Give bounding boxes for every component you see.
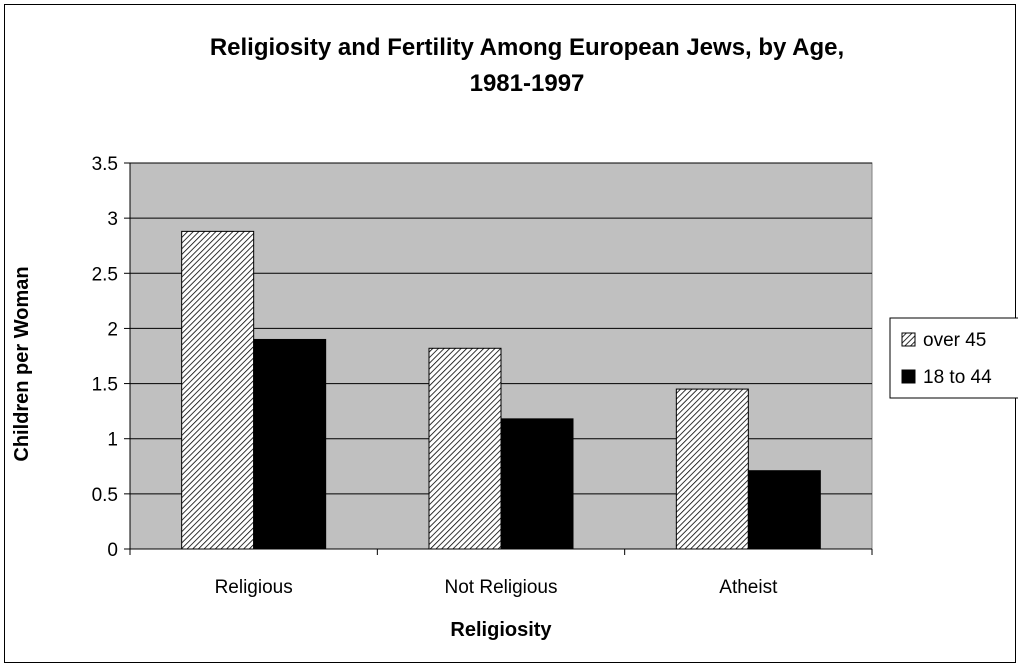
y-axis-title: Children per Woman <box>11 266 33 461</box>
bar-18-to-44-not-religious <box>500 418 574 550</box>
x-tick-label: Religious <box>215 577 293 598</box>
legend-label-18-to-44: 18 to 44 <box>923 367 992 388</box>
y-tick-label: 3.5 <box>92 154 118 175</box>
y-tick-label: 2 <box>107 319 118 340</box>
y-tick-label: 0.5 <box>92 485 118 506</box>
legend-box <box>889 317 1018 399</box>
bar-over-45-atheist <box>675 388 749 550</box>
x-axis-title: Religiosity <box>450 619 552 641</box>
chart-title-line1: Religiosity and Fertility Among European… <box>210 34 844 61</box>
x-tick-label: Not Religious <box>445 577 558 598</box>
y-tick-label: 3 <box>107 209 118 230</box>
legend-swatch-over-45 <box>901 332 916 347</box>
bar-18-to-44-religious <box>253 338 327 550</box>
y-tick-label: 1.5 <box>92 375 118 396</box>
legend: over 45 18 to 44 <box>889 317 1018 399</box>
legend-swatch-18-to-44 <box>901 369 916 384</box>
bar-over-45-religious <box>181 230 255 550</box>
y-tick-label: 0 <box>107 540 118 561</box>
y-axis-ticks: 0 0.5 1 1.5 2 2.5 3 3.5 <box>92 154 130 561</box>
x-tick-label: Atheist <box>719 577 778 598</box>
bar-18-to-44-atheist <box>747 470 821 550</box>
y-tick-label: 1 <box>107 430 118 451</box>
x-axis-ticks: Religious Not Religious Atheist <box>129 549 873 598</box>
bar-over-45-not-religious <box>428 347 502 550</box>
y-tick-label: 2.5 <box>92 264 118 285</box>
bars <box>181 230 821 550</box>
chart-title-line2: 1981-1997 <box>470 70 585 97</box>
legend-label-over-45: over 45 <box>923 330 986 351</box>
